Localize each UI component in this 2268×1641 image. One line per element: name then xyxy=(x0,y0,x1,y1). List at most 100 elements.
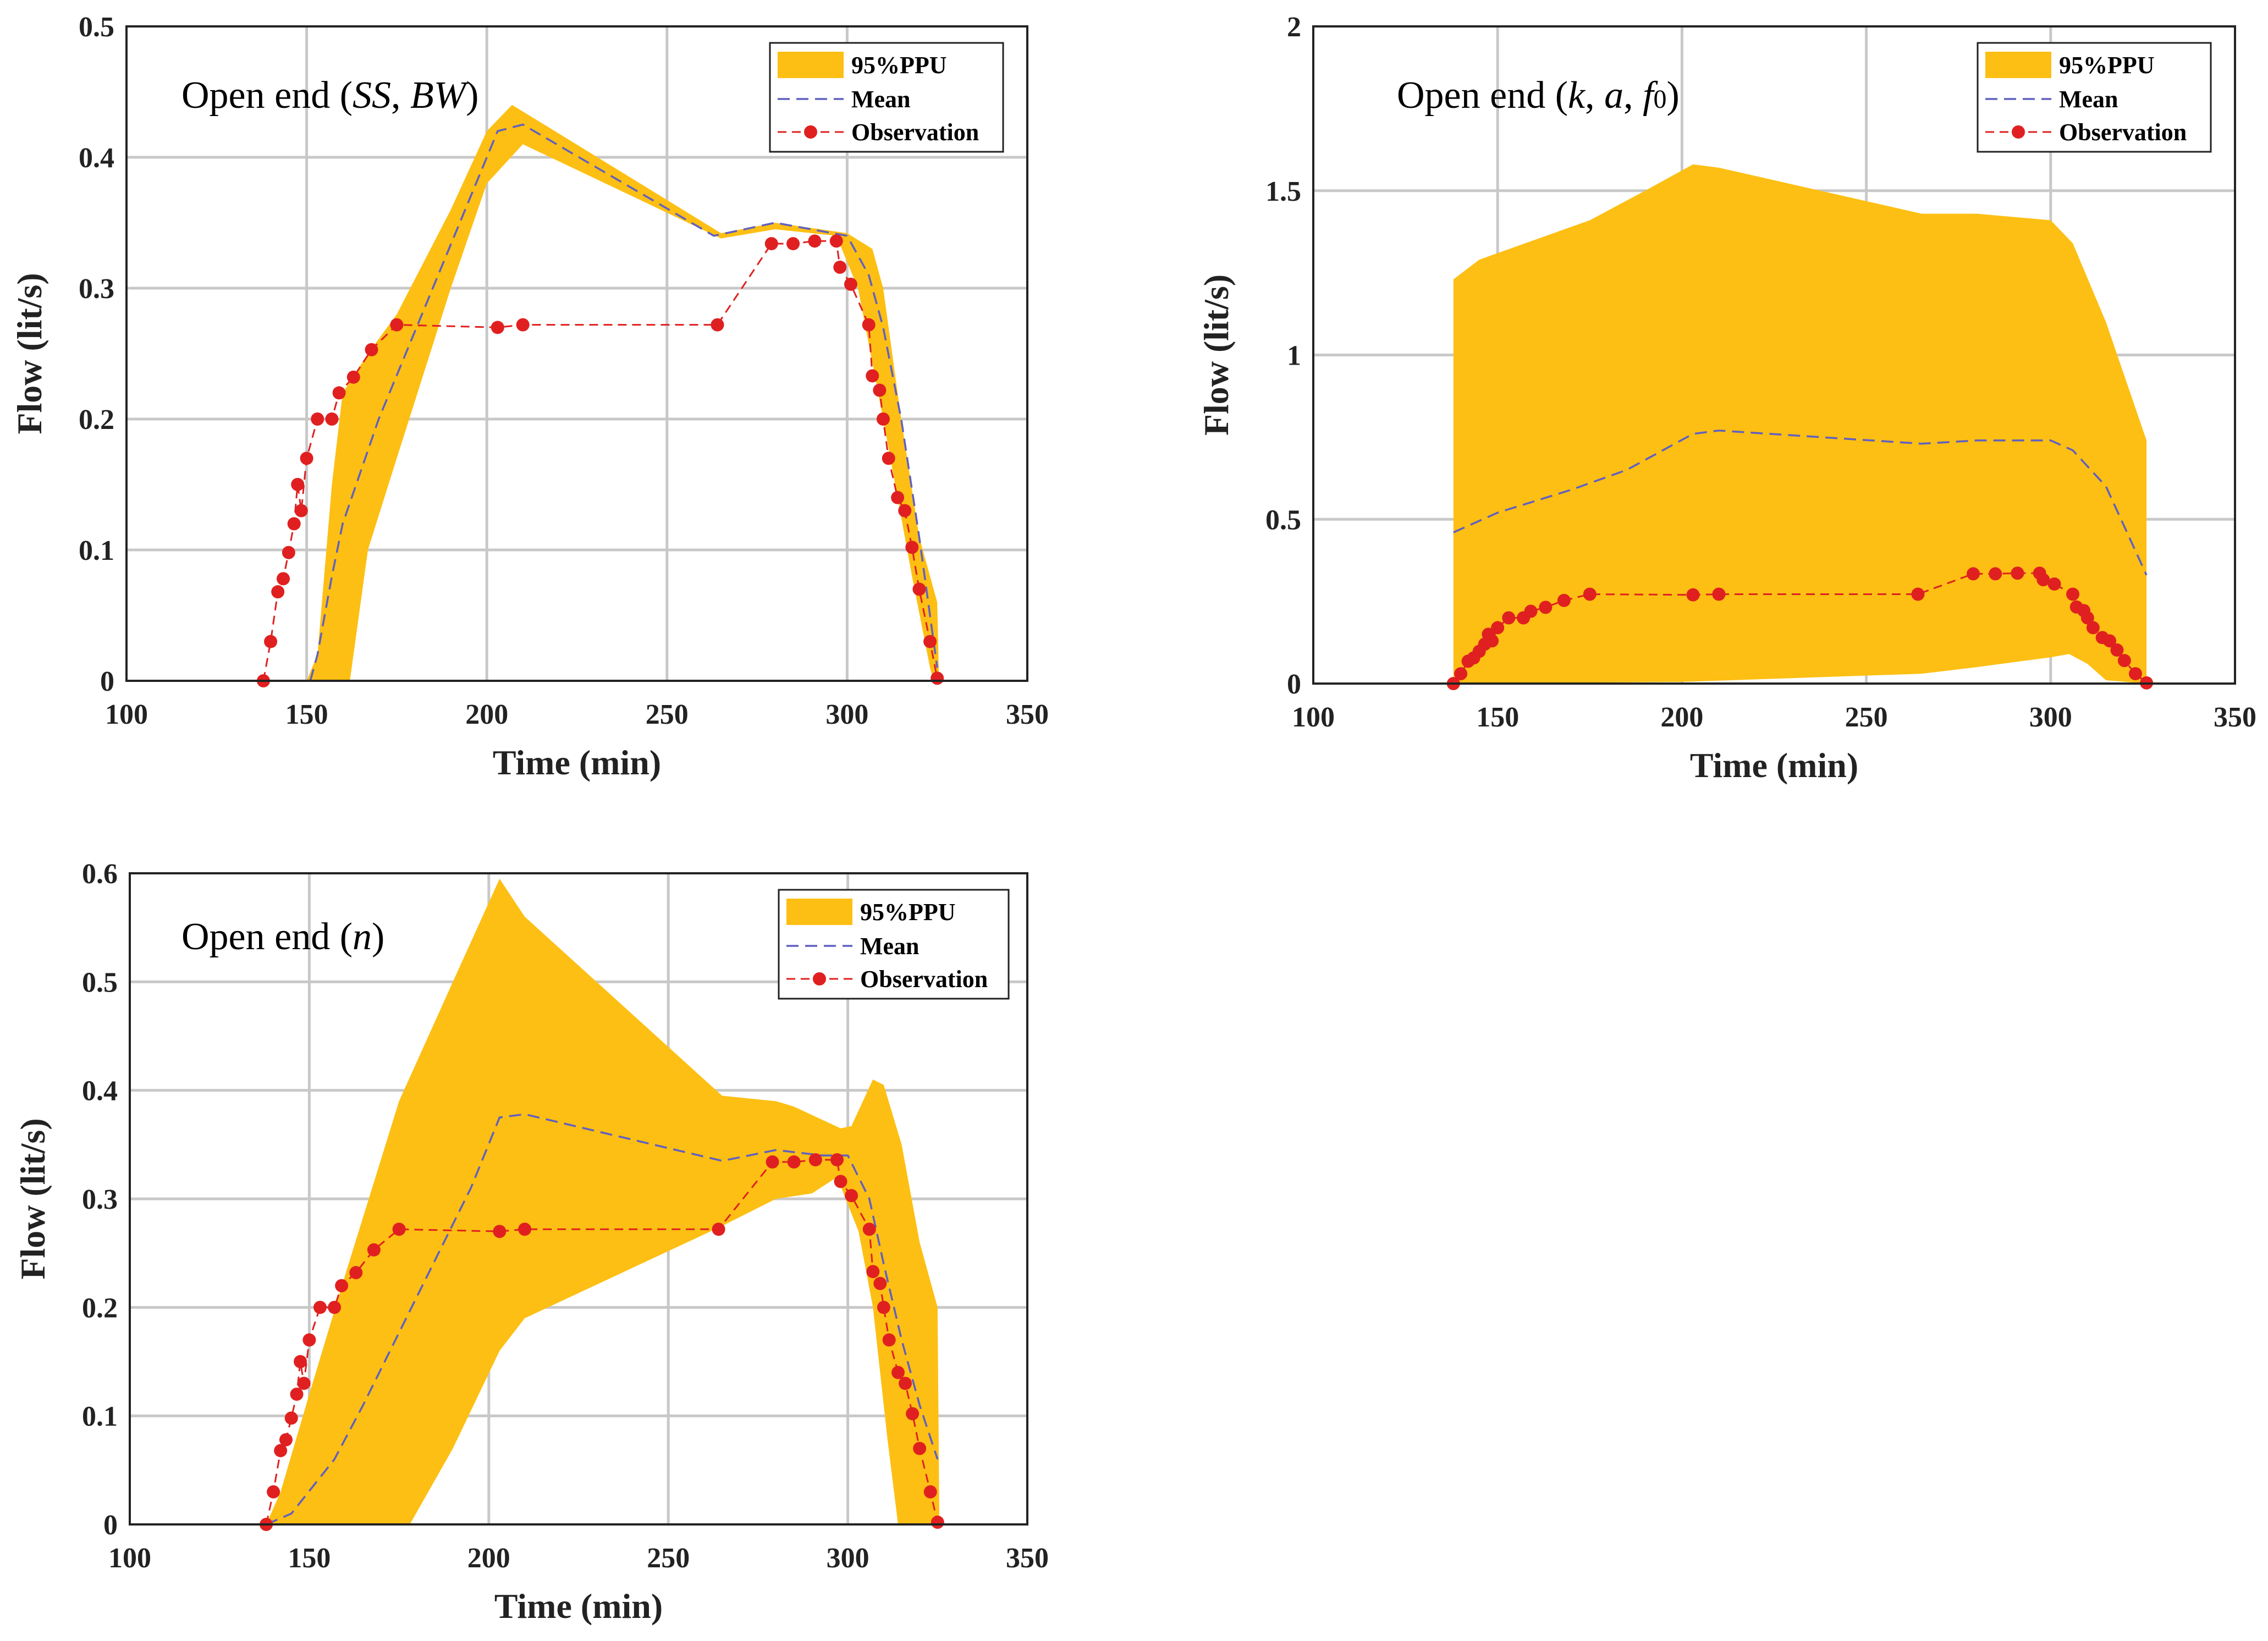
observation-point xyxy=(764,237,778,251)
observation-point xyxy=(830,1153,844,1166)
legend: 95%PPU Mean Observation xyxy=(778,889,1010,1000)
x-axis-label: Time (min) xyxy=(494,1587,663,1626)
observation-point xyxy=(294,504,308,517)
x-tick-label: 250 xyxy=(646,699,689,730)
observation-point xyxy=(808,234,822,248)
chart-panel-2: 100 150 200 250 300 350 0 0.5 1 1.5 2 Time (min) Flo… xyxy=(1197,12,2256,785)
x-tick-label: 300 xyxy=(825,699,868,730)
observation-point xyxy=(297,1376,311,1390)
observation-point xyxy=(267,1485,280,1499)
observation-point xyxy=(271,585,285,599)
legend-label: 95%PPU xyxy=(851,52,947,79)
observation-point xyxy=(2066,587,2080,601)
observation-point xyxy=(891,491,905,504)
x-tick-label: 200 xyxy=(1660,702,1703,733)
observation-point xyxy=(2036,573,2050,587)
x-tick-label: 100 xyxy=(108,1543,151,1574)
y-tick-label: 0 xyxy=(1287,669,1301,700)
mean-line xyxy=(1453,429,2148,576)
observation-point xyxy=(931,1516,944,1529)
y-axis-label: Flow (lit/s) xyxy=(13,1118,52,1279)
observation-point xyxy=(1557,593,1571,607)
observation-point xyxy=(866,1265,880,1279)
observation-point xyxy=(898,504,912,517)
observation-point xyxy=(2103,634,2117,648)
observation-point xyxy=(1539,601,1553,614)
observation-point xyxy=(931,671,944,685)
x-tick-label: 150 xyxy=(285,699,328,730)
observation-point xyxy=(862,318,876,332)
observation-point xyxy=(873,1276,887,1290)
y-tick-label: 1.5 xyxy=(1265,176,1301,207)
observation-point xyxy=(2047,577,2061,591)
observation-point xyxy=(2110,643,2124,657)
observation-point xyxy=(335,1279,349,1292)
observation-point xyxy=(808,1153,822,1166)
observation-point xyxy=(1491,621,1505,635)
observation-point xyxy=(294,1355,307,1368)
annotation-part: k xyxy=(1568,74,1586,117)
observation-point xyxy=(873,383,887,397)
observation-line xyxy=(262,240,938,681)
y-tick-label: 0.3 xyxy=(82,1184,118,1215)
x-tick-label: 350 xyxy=(2214,702,2256,733)
y-tick-label: 0.1 xyxy=(82,1401,118,1433)
legend-label: 95%PPU xyxy=(860,899,956,926)
chart-panel-3: 100 150 200 250 300 350 0 0.1 0.2 0.3 0.4 0.5 0.6 Tim… xyxy=(13,858,1049,1626)
annotation-part: , xyxy=(1585,74,1604,117)
observation-point xyxy=(833,260,847,274)
observation-point xyxy=(845,1189,858,1203)
observation-point xyxy=(346,370,360,384)
y-tick-label: 0.5 xyxy=(1265,504,1301,536)
observation-point xyxy=(712,1223,725,1236)
observation-point xyxy=(1989,567,2002,581)
legend-label: Mean xyxy=(851,86,911,113)
observation-point xyxy=(365,343,378,356)
observation-point xyxy=(290,1387,304,1401)
y-tick-label: 0.2 xyxy=(82,1292,118,1324)
observation-point xyxy=(862,1223,876,1236)
plot-frame xyxy=(125,25,1028,682)
legend-swatch-band xyxy=(786,899,852,925)
x-tick-label: 150 xyxy=(1476,702,1519,733)
observation-point xyxy=(876,412,890,426)
observation-point xyxy=(1911,587,1925,601)
legend-label: Mean xyxy=(860,933,920,960)
annotation-part: ) xyxy=(372,916,384,958)
observation-point xyxy=(866,369,879,383)
y-tick-label: 0.5 xyxy=(82,967,118,998)
ppu-band xyxy=(1453,164,2147,684)
observation-point xyxy=(844,277,857,291)
legend-label: Observation xyxy=(860,966,988,993)
observation-point xyxy=(834,1175,847,1188)
mean-line xyxy=(266,1113,939,1526)
observation-point xyxy=(392,1223,406,1236)
observation-point xyxy=(923,1485,937,1499)
observation-point xyxy=(328,1301,342,1314)
observation-point xyxy=(913,1441,927,1455)
y-tick-label: 0.5 xyxy=(79,12,114,43)
observation-point xyxy=(1485,634,1499,648)
x-axis-label: Time (min) xyxy=(1690,746,1858,785)
ppu-band xyxy=(306,104,939,681)
annotation-part: Open end ( xyxy=(181,74,353,117)
observation-point xyxy=(711,318,724,332)
observation-point xyxy=(390,318,404,332)
y-tick-label: 1 xyxy=(1287,340,1301,372)
legend-marker-observation xyxy=(2012,125,2025,139)
observation-point xyxy=(279,1433,293,1447)
annotation-part: ) xyxy=(466,74,478,117)
observation-point xyxy=(2117,654,2131,668)
x-tick-label: 300 xyxy=(2029,702,2072,733)
observation-point xyxy=(786,237,800,251)
y-tick-label: 0.4 xyxy=(79,142,114,174)
x-tick-label: 200 xyxy=(465,699,508,730)
observation-point xyxy=(891,1365,905,1379)
observation-point xyxy=(1583,587,1597,601)
annotation-part: BW xyxy=(410,74,469,117)
annotation-part: , xyxy=(391,74,410,117)
x-tick-label: 150 xyxy=(288,1543,331,1574)
observation-point xyxy=(516,318,530,332)
observation-point xyxy=(1712,587,1726,601)
